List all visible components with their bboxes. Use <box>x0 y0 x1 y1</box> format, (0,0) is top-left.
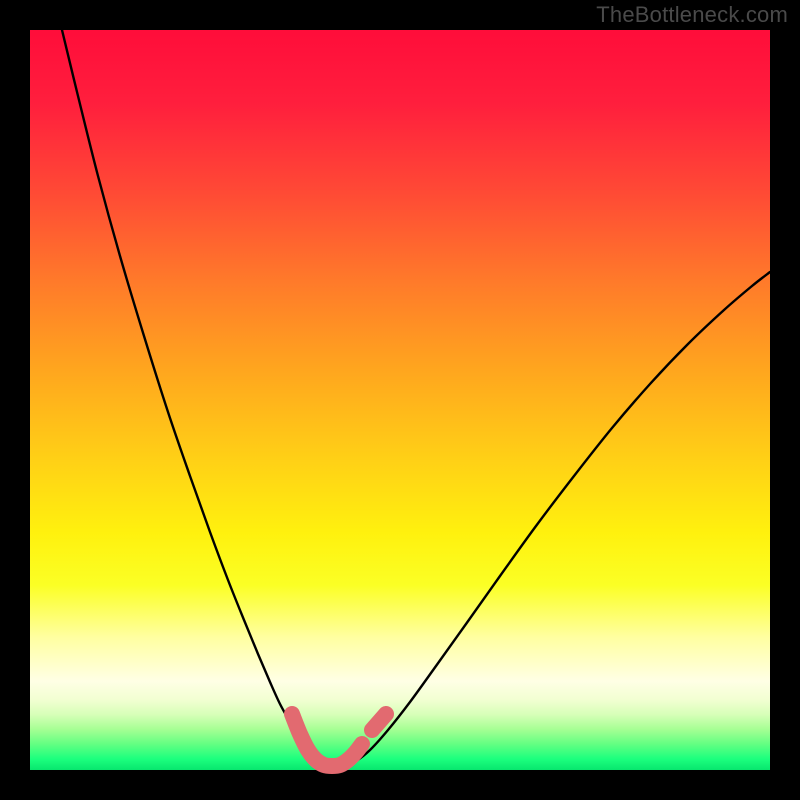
plot-background <box>30 30 770 770</box>
watermark-text: TheBottleneck.com <box>596 2 788 28</box>
chart-svg <box>0 0 800 800</box>
chart-stage: TheBottleneck.com <box>0 0 800 800</box>
highlight-detached-dash <box>372 714 386 730</box>
